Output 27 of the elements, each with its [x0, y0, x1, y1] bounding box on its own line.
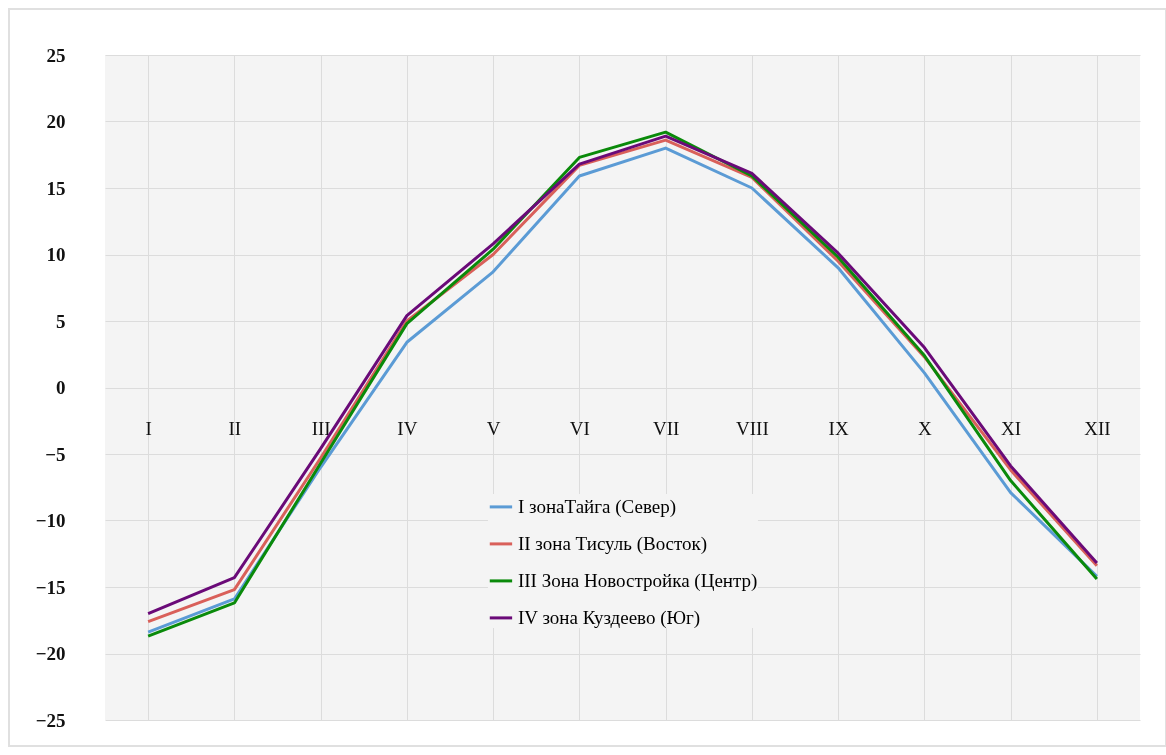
x-tick-label: XII — [1084, 418, 1111, 439]
y-tick-label: 0 — [56, 377, 66, 398]
y-tick-label: −5 — [45, 443, 66, 465]
legend-label: IV зона Куздеево (Юг) — [517, 606, 701, 629]
x-tick-label: VIII — [736, 418, 769, 439]
x-tick-label: X — [918, 418, 933, 439]
y-tick-label: −15 — [35, 576, 66, 598]
y-tick-label: 15 — [46, 177, 66, 199]
legend-label: III Зона Новостройка (Центр) — [517, 569, 758, 592]
x-tick-label: XI — [1001, 418, 1022, 439]
x-tick-label: IV — [397, 418, 418, 439]
y-tick-label: −25 — [35, 709, 66, 731]
x-tick-label: VII — [652, 418, 680, 439]
x-tick-label: III — [311, 418, 331, 439]
x-tick-label: V — [486, 418, 501, 439]
y-tick-label: −10 — [35, 510, 66, 531]
legend-label: I зонаТайга (Север) — [517, 495, 677, 518]
y-tick-label: 25 — [46, 44, 66, 66]
y-tick-label: 10 — [46, 244, 66, 265]
y-tick-label: −20 — [35, 643, 66, 664]
x-tick-label: II — [228, 418, 242, 439]
x-tick-label: IX — [828, 418, 849, 439]
legend-label: II зона Тисуль (Восток) — [517, 532, 708, 555]
y-tick-label: 20 — [46, 111, 66, 132]
x-tick-label: VI — [569, 418, 590, 439]
y-tick-label: 5 — [56, 310, 66, 332]
x-tick-label: I — [145, 418, 152, 439]
